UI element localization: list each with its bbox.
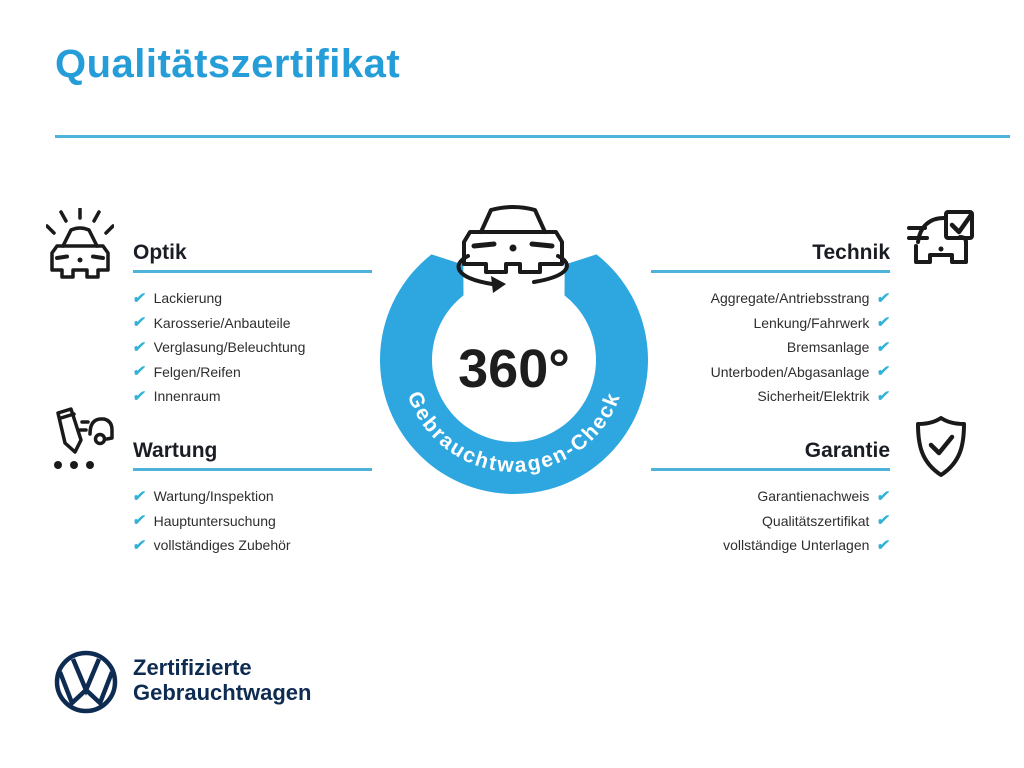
section-garantie-title: Garantie xyxy=(651,438,890,471)
section-garantie: Garantie Garantienachweis ✔ Qualitätszert… xyxy=(651,438,892,558)
list-item: ✔ Hauptuntersuchung xyxy=(131,509,372,534)
list-item: Garantienachweis ✔ xyxy=(651,484,892,509)
car-rotate-icon xyxy=(456,205,569,293)
item-label: Lenkung/Fahrwerk xyxy=(753,314,870,331)
check-icon: ✔ xyxy=(875,289,892,307)
check-icon: ✔ xyxy=(131,512,148,530)
list-item: Aggregate/Antriebsstrang ✔ xyxy=(651,286,892,311)
section-optik: Optik ✔ Lackierung ✔ Karosserie/Anbauteile… xyxy=(131,240,372,409)
badge-ring xyxy=(380,254,648,494)
item-label: Innenraum xyxy=(153,388,221,405)
footer-claim-line1: Zertifizierte xyxy=(133,655,252,680)
list-item: ✔ Innenraum xyxy=(131,384,372,409)
item-label: Sicherheit/Elektrik xyxy=(757,388,870,405)
check-icon: ✔ xyxy=(131,289,148,307)
check-icon: ✔ xyxy=(131,338,148,356)
title-divider xyxy=(55,135,1010,138)
check-icon: ✔ xyxy=(875,314,892,332)
section-optik-title: Optik xyxy=(133,240,372,273)
car-checkbox-icon xyxy=(907,210,974,264)
item-label: Karosserie/Anbauteile xyxy=(153,314,291,331)
check-icon: ✔ xyxy=(875,536,892,554)
list-item: Lenkung/Fahrwerk ✔ xyxy=(651,311,892,336)
list-item: ✔ Verglasung/Beleuchtung xyxy=(131,335,372,360)
arrow-head xyxy=(491,276,506,293)
item-label: Felgen/Reifen xyxy=(153,363,241,380)
check-icon: ✔ xyxy=(875,512,892,530)
vw-logo xyxy=(54,650,118,714)
item-label: Lackierung xyxy=(153,290,223,307)
optik-list: ✔ Lackierung ✔ Karosserie/Anbauteile ✔ Verg… xyxy=(131,286,372,409)
item-label: vollständiges Zubehör xyxy=(153,537,291,554)
shiny-car-icon xyxy=(46,208,114,279)
check-icon: ✔ xyxy=(131,487,148,505)
list-item: ✔ Wartung/Inspektion xyxy=(131,484,372,509)
footer-claim: Zertifizierte Gebrauchtwagen xyxy=(133,655,312,705)
check-icon: ✔ xyxy=(875,363,892,381)
section-wartung: Wartung ✔ Wartung/Inspektion ✔ Hauptunters… xyxy=(131,438,372,558)
section-wartung-title: Wartung xyxy=(133,438,372,471)
check-icon: ✔ xyxy=(875,338,892,356)
item-label: Bremsanlage xyxy=(786,339,870,356)
list-item: Sicherheit/Elektrik ✔ xyxy=(651,384,892,409)
check-icon: ✔ xyxy=(875,487,892,505)
technik-list: Aggregate/Antriebsstrang ✔ Lenkung/Fahrwe… xyxy=(651,286,892,409)
item-label: Unterboden/Abgasanlage xyxy=(710,363,870,380)
item-label: Garantienachweis xyxy=(757,488,870,505)
badge-360-label: 360° xyxy=(458,339,570,399)
section-technik: Technik Aggregate/Antriebsstrang ✔ Lenkun… xyxy=(651,240,892,409)
list-item: Qualitätszertifikat ✔ xyxy=(651,509,892,534)
item-label: vollständige Unterlagen xyxy=(723,537,870,554)
check-icon: ✔ xyxy=(131,363,148,381)
check-icon: ✔ xyxy=(131,314,148,332)
item-label: Verglasung/Beleuchtung xyxy=(153,339,306,356)
check-icon: ✔ xyxy=(875,387,892,405)
list-item: ✔ Lackierung xyxy=(131,286,372,311)
list-item: ✔ Felgen/Reifen xyxy=(131,360,372,385)
item-label: Wartung/Inspektion xyxy=(153,488,274,505)
garantie-list: Garantienachweis ✔ Qualitätszertifikat ✔ v… xyxy=(651,484,892,558)
check-icon: ✔ xyxy=(131,387,148,405)
list-item: vollständige Unterlagen ✔ xyxy=(651,533,892,558)
service-checklist-icon xyxy=(54,407,114,469)
list-item: Bremsanlage ✔ xyxy=(651,335,892,360)
footer-claim-line2: Gebrauchtwagen xyxy=(133,679,312,705)
wartung-list: ✔ Wartung/Inspektion ✔ Hauptuntersuchung ✔… xyxy=(131,484,372,558)
list-item: ✔ vollständiges Zubehör xyxy=(131,533,372,558)
item-label: Hauptuntersuchung xyxy=(153,512,276,529)
list-item: Unterboden/Abgasanlage ✔ xyxy=(651,360,892,385)
page-title: Qualitätszertifikat xyxy=(55,42,401,86)
list-item: ✔ Karosserie/Anbauteile xyxy=(131,311,372,336)
section-technik-title: Technik xyxy=(651,240,890,273)
item-label: Qualitätszertifikat xyxy=(762,512,870,529)
badge-360-ring: Gebrauchtwagen-Check 360° xyxy=(380,254,648,494)
check-icon: ✔ xyxy=(131,536,148,554)
shield-check-icon xyxy=(916,416,966,477)
item-label: Aggregate/Antriebsstrang xyxy=(710,290,870,307)
